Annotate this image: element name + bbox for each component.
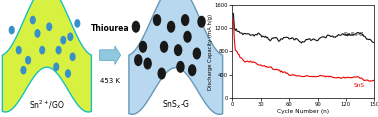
Circle shape	[139, 41, 147, 53]
Text: SnS: SnS	[354, 83, 365, 88]
Circle shape	[158, 68, 166, 80]
Text: SnS$_x$-G: SnS$_x$-G	[343, 30, 365, 39]
Circle shape	[67, 32, 73, 41]
Text: SnS$_x$-G: SnS$_x$-G	[162, 99, 190, 111]
Circle shape	[56, 46, 62, 55]
Circle shape	[176, 61, 185, 73]
Circle shape	[20, 66, 26, 75]
Circle shape	[160, 41, 168, 53]
Circle shape	[153, 14, 161, 26]
Circle shape	[16, 46, 22, 55]
FancyArrow shape	[99, 46, 121, 64]
Circle shape	[193, 48, 201, 60]
Circle shape	[143, 57, 152, 69]
Circle shape	[25, 56, 31, 64]
Circle shape	[167, 21, 175, 33]
Polygon shape	[2, 0, 91, 112]
Text: Thiourea: Thiourea	[91, 24, 129, 33]
Circle shape	[74, 19, 81, 28]
Text: 453 K: 453 K	[100, 78, 120, 84]
Circle shape	[9, 26, 15, 34]
Polygon shape	[129, 0, 223, 114]
Circle shape	[174, 44, 182, 56]
Circle shape	[134, 54, 143, 66]
Circle shape	[183, 31, 192, 43]
Circle shape	[132, 21, 140, 33]
Circle shape	[70, 53, 76, 61]
Circle shape	[53, 62, 59, 71]
X-axis label: Cycle Number (n): Cycle Number (n)	[277, 109, 329, 114]
Circle shape	[34, 29, 40, 38]
Circle shape	[181, 14, 189, 26]
Circle shape	[197, 16, 206, 28]
Circle shape	[30, 16, 36, 24]
Text: Sn$^{2+}$/GO: Sn$^{2+}$/GO	[29, 99, 65, 111]
Circle shape	[188, 64, 197, 76]
Circle shape	[46, 22, 52, 31]
Circle shape	[60, 36, 66, 44]
Circle shape	[65, 69, 71, 78]
Circle shape	[39, 46, 45, 55]
Y-axis label: Discharge Capacity (mA h/g): Discharge Capacity (mA h/g)	[208, 13, 214, 90]
